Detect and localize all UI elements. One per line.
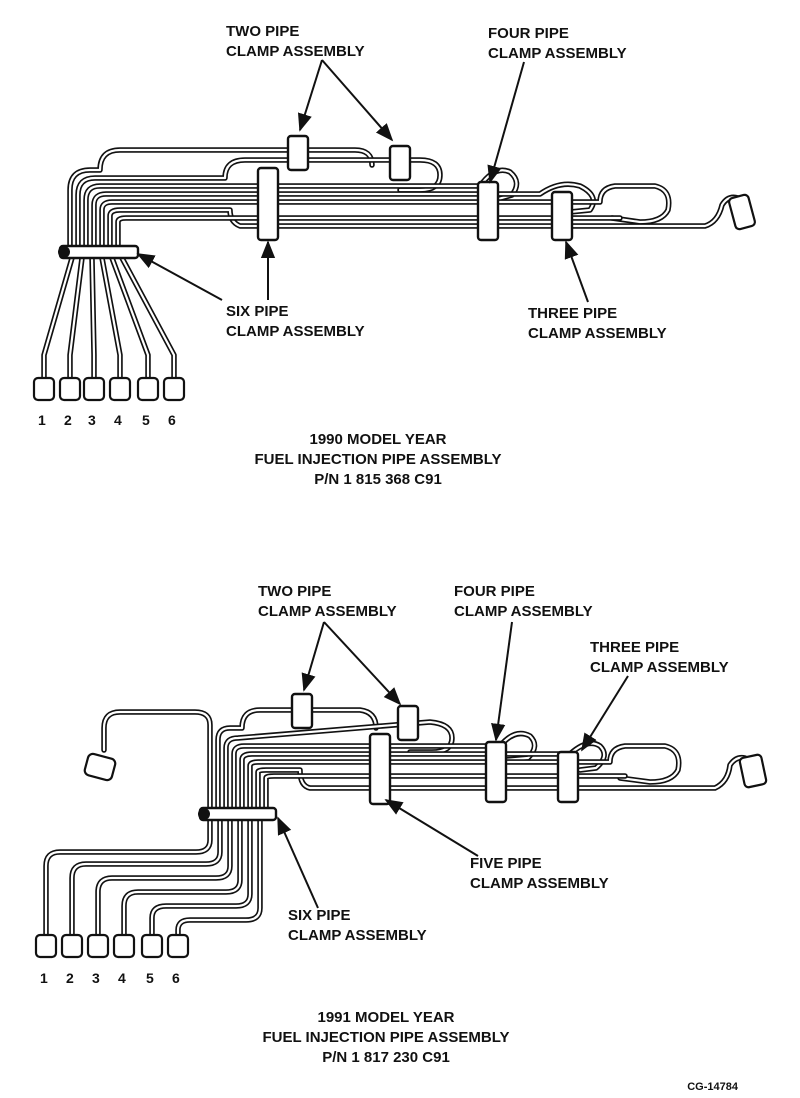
large-clamp (256, 166, 280, 242)
clamps-1990 (58, 134, 574, 260)
two-pipe-label-1: TWO PIPE (226, 23, 299, 40)
two-pipe-clamp-a (286, 134, 310, 172)
nut-5 (136, 376, 160, 402)
cyl-2: 2 (64, 412, 72, 428)
caption-1990-line3: P/N 1 815 368 C91 (314, 471, 442, 488)
diagram-1990: TWO PIPE CLAMP ASSEMBLY FOUR PIPE CLAMP … (32, 23, 757, 488)
cyl-3: 3 (92, 970, 100, 986)
three-pipe-label-1: THREE PIPE (590, 639, 679, 656)
arrows-1991 (277, 621, 629, 909)
cyl-6: 6 (172, 970, 180, 986)
labels-1990: TWO PIPE CLAMP ASSEMBLY FOUR PIPE CLAMP … (226, 23, 667, 342)
injector-nuts-1991 (34, 933, 190, 959)
cyl-4: 4 (114, 412, 122, 428)
four-pipe-label-2: CLAMP ASSEMBLY (488, 45, 627, 62)
labels-1991: TWO PIPE CLAMP ASSEMBLY FOUR PIPE CLAMP … (258, 583, 729, 944)
four-pipe-clamp (476, 180, 500, 242)
six-pipe-label-1: SIX PIPE (288, 907, 351, 924)
two-pipe-clamp-a (290, 692, 314, 730)
caption-1991-line2: FUEL INJECTION PIPE ASSEMBLY (263, 1029, 510, 1046)
injector-nuts-1990 (32, 376, 186, 402)
three-pipe-label-2: CLAMP ASSEMBLY (590, 659, 729, 676)
cyl-1: 1 (40, 970, 48, 986)
four-pipe-label-1: FOUR PIPE (488, 25, 569, 42)
three-pipe-clamp (550, 190, 574, 242)
caption-1990: 1990 MODEL YEAR FUEL INJECTION PIPE ASSE… (255, 431, 502, 488)
nut-4 (112, 933, 136, 959)
three-pipe-label-2: CLAMP ASSEMBLY (528, 325, 667, 342)
five-pipe-label-1: FIVE PIPE (470, 855, 542, 872)
cyl-6: 6 (168, 412, 176, 428)
six-pipe-label-1: SIX PIPE (226, 303, 289, 320)
cyl-1: 1 (38, 412, 46, 428)
six-pipe-clamp (198, 806, 278, 822)
four-pipe-label-2: CLAMP ASSEMBLY (454, 603, 593, 620)
cyl-5: 5 (142, 412, 150, 428)
five-pipe-clamp (368, 732, 392, 806)
nut-3 (82, 376, 106, 402)
nut-2 (58, 376, 82, 402)
cyl-3: 3 (88, 412, 96, 428)
two-pipe-label-2: CLAMP ASSEMBLY (226, 43, 365, 60)
caption-1990-line1: 1990 MODEL YEAR (310, 431, 447, 448)
nut-1 (34, 933, 58, 959)
nut-1 (32, 376, 56, 402)
nut-6 (162, 376, 186, 402)
two-pipe-label-1: TWO PIPE (258, 583, 331, 600)
diagram-1991: TWO PIPE CLAMP ASSEMBLY FOUR PIPE CLAMP … (34, 583, 768, 1066)
figure-code: CG-14784 (687, 1081, 739, 1093)
nut-5 (140, 933, 164, 959)
caption-1991: 1991 MODEL YEAR FUEL INJECTION PIPE ASSE… (263, 1009, 510, 1066)
cyl-4: 4 (118, 970, 126, 986)
cyl-5: 5 (146, 970, 154, 986)
nut-6 (166, 933, 190, 959)
six-pipe-label-2: CLAMP ASSEMBLY (288, 927, 427, 944)
four-pipe-label-1: FOUR PIPE (454, 583, 535, 600)
caption-1991-line3: P/N 1 817 230 C91 (322, 1049, 450, 1066)
pipe-bundle-1991 (43, 707, 768, 938)
cylinder-numbers-1990: 1 2 3 4 5 6 (38, 412, 176, 428)
caption-1990-line2: FUEL INJECTION PIPE ASSEMBLY (255, 451, 502, 468)
nut-2 (60, 933, 84, 959)
arrows-1990 (136, 59, 589, 303)
two-pipe-label-2: CLAMP ASSEMBLY (258, 603, 397, 620)
clamps-1991 (198, 692, 580, 822)
two-pipe-clamp-b (396, 704, 420, 742)
three-pipe-label-1: THREE PIPE (528, 305, 617, 322)
six-pipe-clamp (58, 244, 140, 260)
four-pipe-clamp (484, 740, 508, 804)
cyl-2: 2 (66, 970, 74, 986)
cylinder-numbers-1991: 1 2 3 4 5 6 (40, 970, 180, 986)
pipe-bundle-1990 (41, 147, 757, 383)
nut-3 (86, 933, 110, 959)
caption-1991-line1: 1991 MODEL YEAR (318, 1009, 455, 1026)
three-pipe-clamp (556, 750, 580, 804)
nut-4 (108, 376, 132, 402)
five-pipe-label-2: CLAMP ASSEMBLY (470, 875, 609, 892)
six-pipe-label-2: CLAMP ASSEMBLY (226, 323, 365, 340)
two-pipe-clamp-b (388, 144, 412, 182)
